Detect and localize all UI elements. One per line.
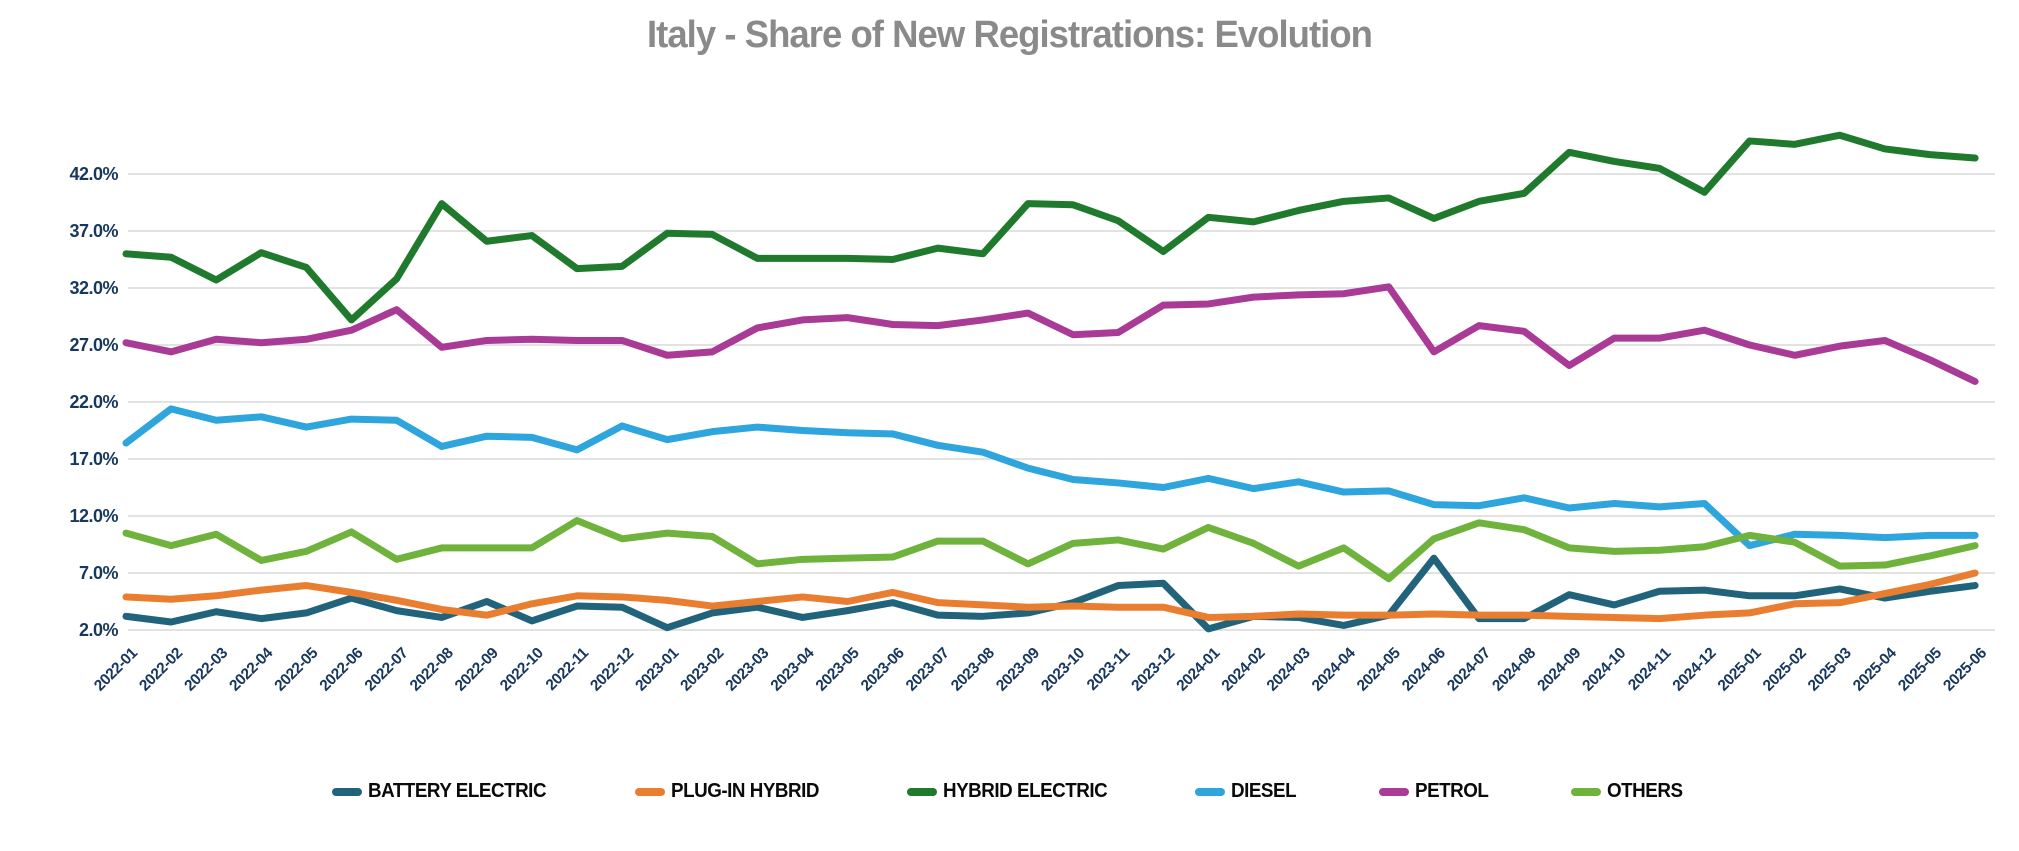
- y-axis-label-12: 12.0%: [69, 506, 118, 526]
- x-axis-label-2022-08: 2022-08: [407, 644, 457, 694]
- legend-item-plug-in-hybrid: PLUG-IN HYBRID: [635, 780, 828, 803]
- x-axis-label-2025-04: 2025-04: [1850, 644, 1900, 694]
- x-axis-label-2025-02: 2025-02: [1760, 645, 1810, 695]
- plug-in-hybrid-swatch-icon: [635, 787, 666, 796]
- battery-electric-swatch-icon: [331, 787, 362, 796]
- legend-item-hybrid-electric: HYBRID ELECTRIC: [906, 780, 1118, 803]
- x-axis-label-2023-06: 2023-06: [858, 644, 908, 694]
- y-axis-label-17: 17.0%: [69, 449, 118, 469]
- x-axis-label-2023-08: 2023-08: [948, 644, 998, 694]
- y-axis-label-42: 42.0%: [69, 164, 118, 184]
- x-axis-label-2022-11: 2022-11: [543, 644, 593, 694]
- x-axis-label-2024-01: 2024-01: [1173, 644, 1223, 694]
- x-axis-label-2024-12: 2024-12: [1670, 645, 1720, 695]
- x-axis-label-2022-01: 2022-01: [91, 644, 141, 694]
- x-axis-label-2024-02: 2024-02: [1219, 645, 1269, 695]
- x-axis-label-2022-02: 2022-02: [136, 645, 186, 695]
- x-axis-label-2024-06: 2024-06: [1399, 644, 1449, 694]
- x-axis-label-2023-05: 2023-05: [813, 644, 863, 694]
- x-axis-label-2024-03: 2024-03: [1264, 644, 1314, 694]
- x-axis-label-2022-04: 2022-04: [226, 644, 276, 694]
- legend-label-battery-electric: BATTERY ELECTRIC: [367, 780, 547, 802]
- x-axis-label-2022-06: 2022-06: [317, 644, 367, 694]
- legend-label-plug-in-hybrid: PLUG-IN HYBRID: [671, 780, 820, 802]
- legend-item-others: OTHERS: [1570, 780, 1687, 803]
- x-axis-label-2023-12: 2023-12: [1128, 645, 1178, 695]
- legend-item-petrol: PETROL: [1378, 780, 1493, 803]
- x-axis-label-2022-05: 2022-05: [271, 644, 321, 694]
- legend-label-diesel: DIESEL: [1231, 780, 1297, 802]
- chart-title: Italy - Share of New Registrations: Evol…: [646, 14, 1373, 56]
- x-axis-label-2025-03: 2025-03: [1805, 644, 1855, 694]
- x-axis-label-2022-09: 2022-09: [452, 644, 502, 694]
- series-line-plug-in-hybrid: [122, 569, 1979, 623]
- series-line-petrol: [122, 283, 1979, 385]
- chart-legend: BATTERY ELECTRIC PLUG-IN HYBRID HYBRID ELE…: [0, 780, 2019, 803]
- x-axis-label-2023-01: 2023-01: [632, 644, 682, 694]
- petrol-swatch-icon: [1378, 787, 1409, 796]
- others-swatch-icon: [1570, 787, 1601, 796]
- x-axis-label-2023-11: 2023-11: [1084, 644, 1134, 694]
- series-line-hybrid-electric: [122, 131, 1979, 324]
- x-axis-label-2022-03: 2022-03: [181, 644, 231, 694]
- x-axis-label-2024-07: 2024-07: [1444, 645, 1494, 695]
- series-line-others: [122, 517, 1979, 583]
- x-axis-label-2025-06: 2025-06: [1940, 644, 1990, 694]
- x-axis-label-2023-09: 2023-09: [993, 644, 1043, 694]
- x-axis-label-2022-10: 2022-10: [497, 645, 547, 695]
- x-axis-label-2024-08: 2024-08: [1489, 644, 1539, 694]
- x-axis-label-2023-04: 2023-04: [768, 644, 818, 694]
- y-axis-label-2: 2.0%: [79, 620, 119, 640]
- x-axis-label-2024-09: 2024-09: [1534, 644, 1584, 694]
- y-axis-label-22: 22.0%: [69, 392, 118, 412]
- legend-label-others: OTHERS: [1606, 780, 1683, 802]
- y-axis-label-32: 32.0%: [69, 278, 118, 298]
- x-axis-label-2024-10: 2024-10: [1579, 645, 1629, 695]
- x-axis-label-2024-04: 2024-04: [1309, 644, 1359, 694]
- x-axis-label-2022-12: 2022-12: [587, 645, 637, 695]
- x-axis-label-2023-03: 2023-03: [722, 644, 772, 694]
- x-axis-label-2023-02: 2023-02: [677, 645, 727, 695]
- hybrid-electric-swatch-icon: [906, 787, 937, 796]
- y-axis-label-7: 7.0%: [79, 563, 119, 583]
- x-axis-label-2023-10: 2023-10: [1038, 645, 1088, 695]
- legend-item-diesel: DIESEL: [1195, 780, 1300, 803]
- line-chart: 42.0% 37.0% 32.0% 27.0% 22.0% 17.0% 12.0% 7.0% 2…: [69, 131, 1995, 695]
- y-axis-label-27: 27.0%: [69, 335, 118, 355]
- x-axis-label-2024-11: 2024-11: [1625, 644, 1675, 694]
- series-line-diesel: [122, 405, 1979, 550]
- legend-item-battery-electric: BATTERY ELECTRIC: [331, 780, 557, 803]
- y-axis-label-37: 37.0%: [69, 221, 118, 241]
- diesel-swatch-icon: [1195, 787, 1226, 796]
- x-axis-label-2025-01: 2025-01: [1715, 644, 1765, 694]
- x-axis-label-2025-05: 2025-05: [1895, 644, 1945, 694]
- x-axis-label-2022-07: 2022-07: [362, 645, 412, 695]
- x-axis-label-2023-07: 2023-07: [903, 645, 953, 695]
- legend-label-hybrid-electric: HYBRID ELECTRIC: [942, 780, 1108, 802]
- legend-label-petrol: PETROL: [1414, 780, 1489, 802]
- x-axis-label-2024-05: 2024-05: [1354, 644, 1404, 694]
